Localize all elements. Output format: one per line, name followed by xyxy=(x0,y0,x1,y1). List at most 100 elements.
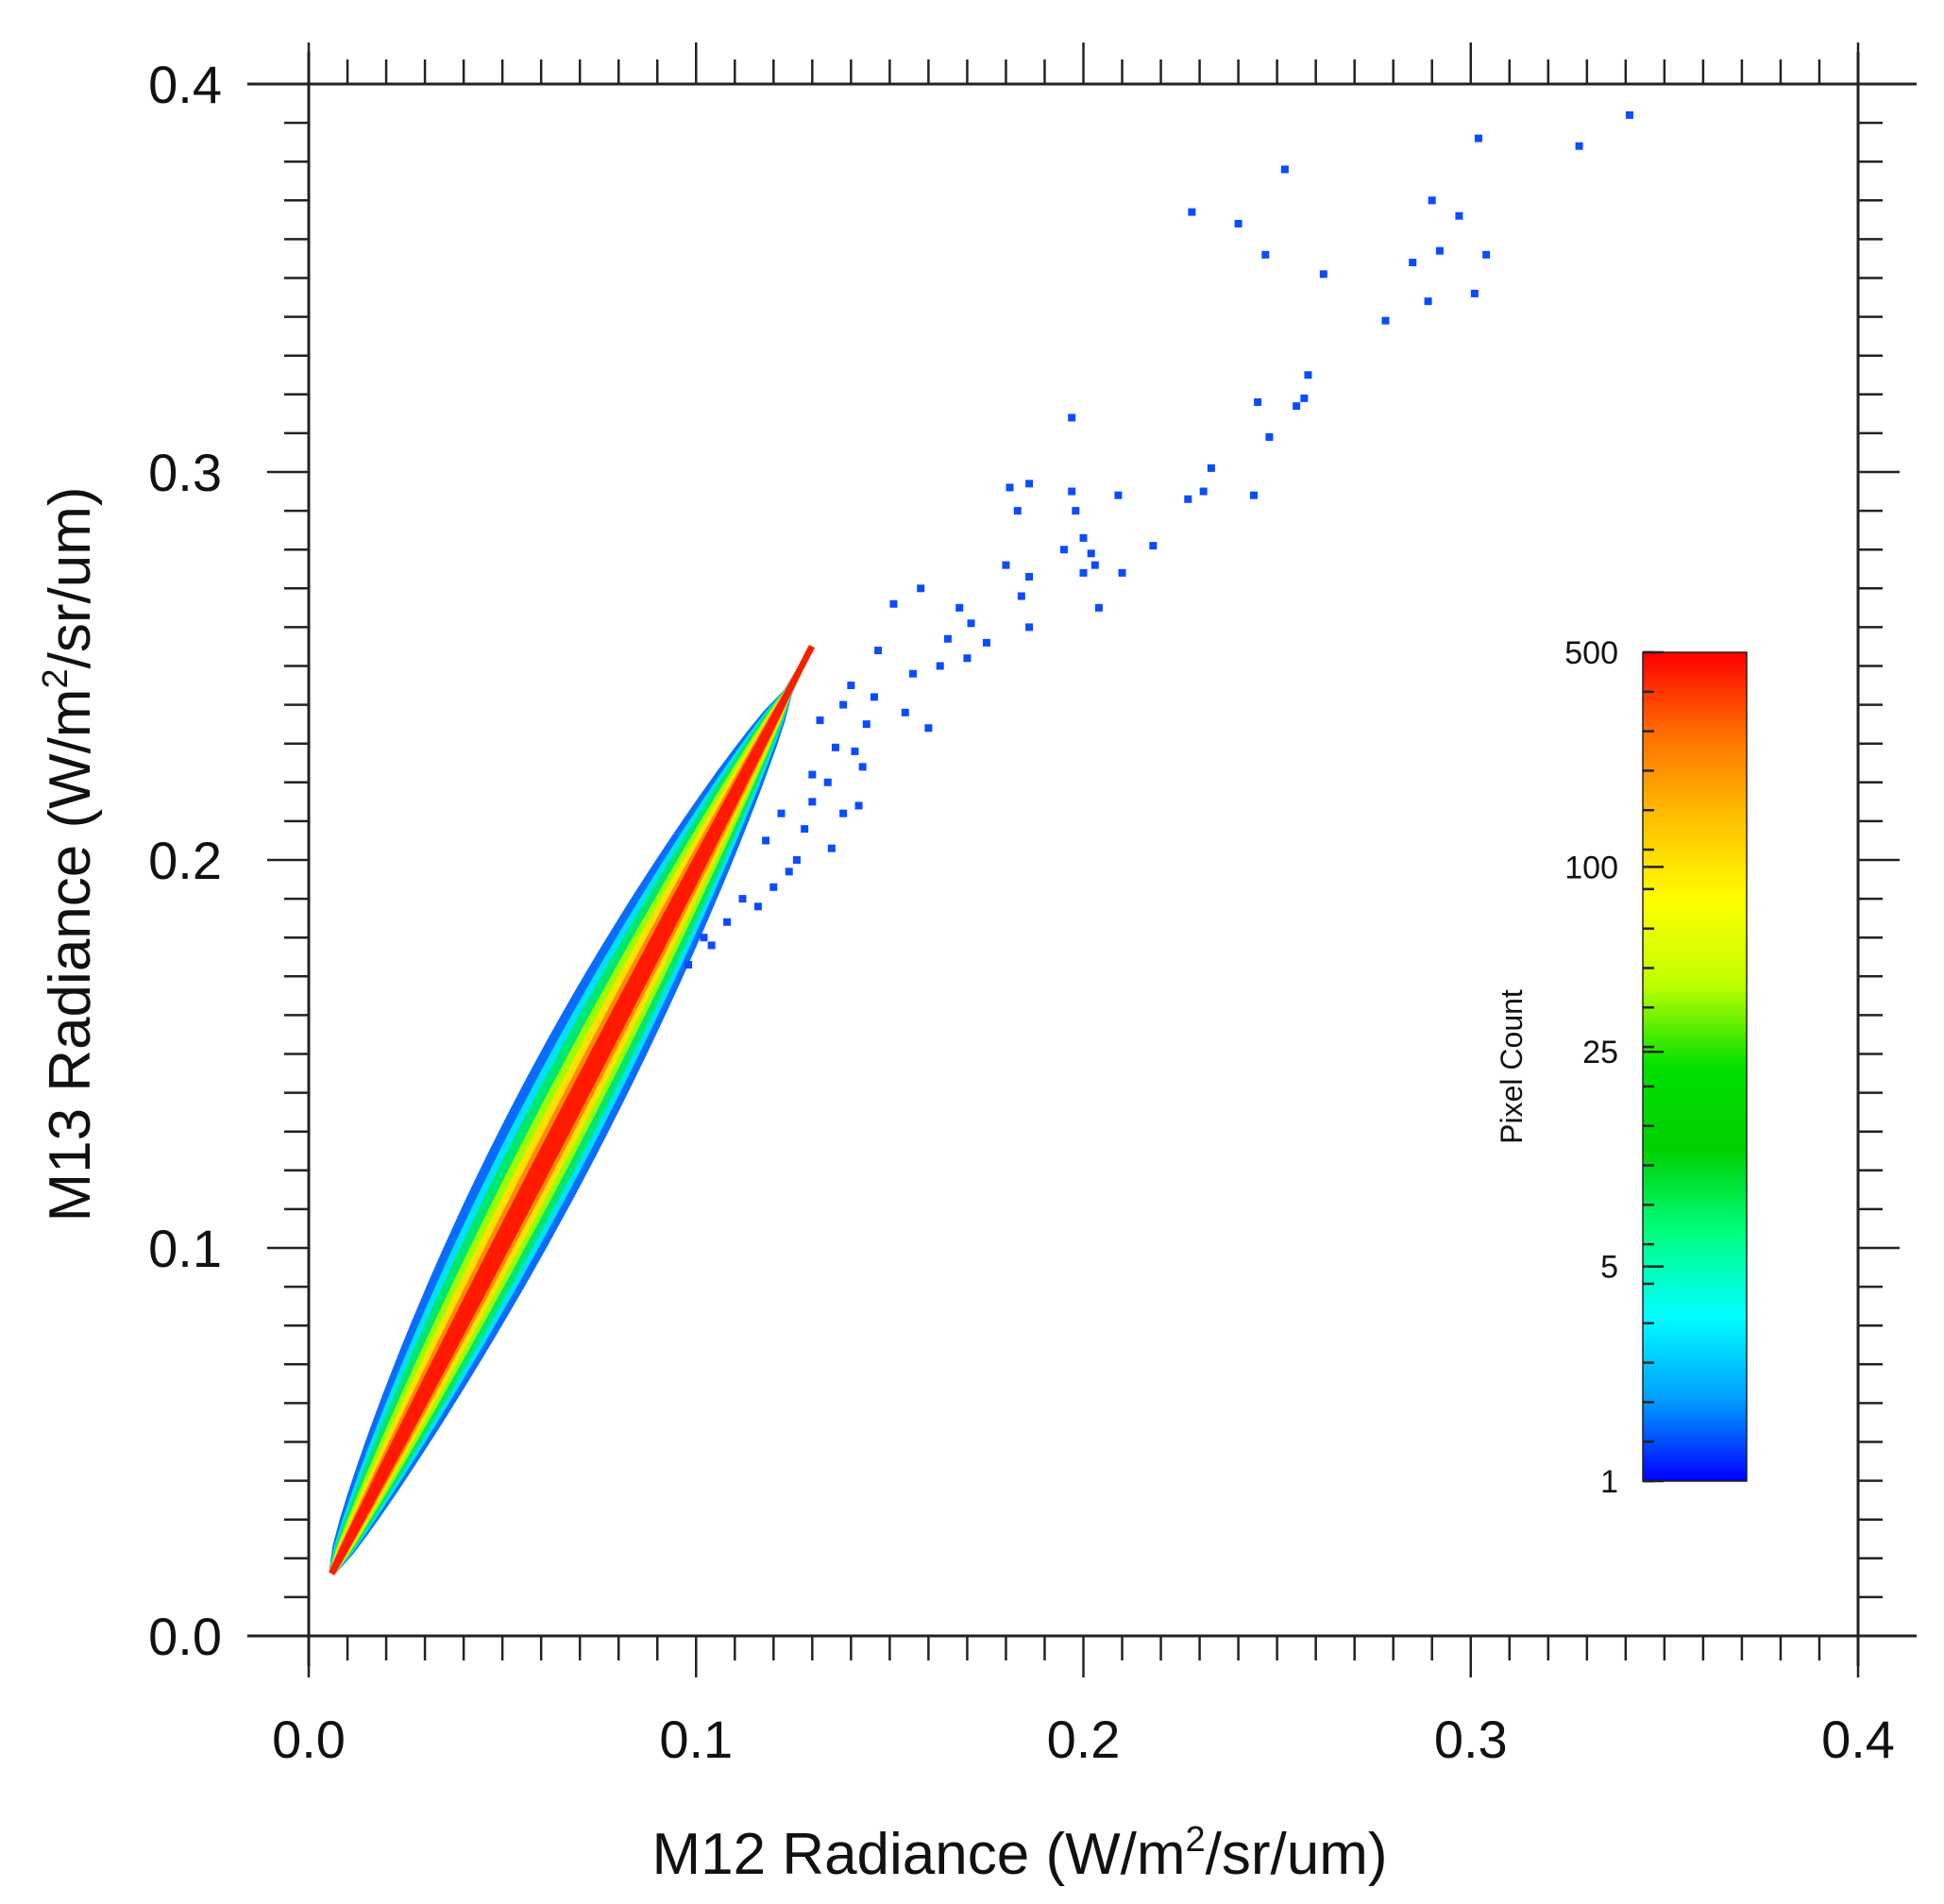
data-point xyxy=(1470,289,1479,297)
data-point xyxy=(1455,211,1463,220)
data-point xyxy=(785,868,793,876)
data-point xyxy=(738,895,747,903)
data-point xyxy=(753,902,762,911)
x-tick-label: 0.1 xyxy=(659,1710,733,1769)
data-point xyxy=(1381,316,1390,325)
colorbar-ticks xyxy=(1642,650,1748,1483)
data-point xyxy=(1280,165,1289,174)
data-point xyxy=(762,836,770,845)
axis-ticks xyxy=(267,42,1900,1677)
data-point xyxy=(1118,568,1126,577)
data-point xyxy=(1293,402,1301,411)
data-point xyxy=(1079,568,1088,577)
data-point xyxy=(723,918,732,926)
data-point xyxy=(1409,259,1417,267)
colorbar-tick-label: 5 xyxy=(1600,1250,1618,1286)
data-point xyxy=(769,883,778,891)
y-tick-label: 0.4 xyxy=(148,55,222,114)
y-tick-labels: 0.0 0.1 0.2 0.3 0.4 xyxy=(148,55,222,1666)
y-tick-label: 0.2 xyxy=(148,831,222,890)
data-point xyxy=(777,809,786,817)
data-point xyxy=(1319,270,1327,278)
data-point xyxy=(1188,208,1196,216)
colorbar-border xyxy=(1642,651,1748,1482)
data-point xyxy=(1261,250,1270,259)
colorbar: 500 100 25 5 1 Pixel Count xyxy=(1495,635,1748,1500)
data-point xyxy=(1072,507,1080,515)
data-point xyxy=(1300,394,1309,402)
data-point xyxy=(1025,572,1034,581)
y-tick-label: 0.3 xyxy=(148,443,222,502)
data-point xyxy=(854,801,863,810)
data-point xyxy=(1265,433,1274,442)
colorbar-tick-label: 500 xyxy=(1564,635,1618,671)
data-point xyxy=(1234,219,1242,227)
data-point xyxy=(963,654,972,663)
data-point xyxy=(1006,483,1014,492)
data-point xyxy=(1482,250,1491,259)
data-point xyxy=(816,716,824,725)
colorbar-tick-label: 25 xyxy=(1582,1035,1618,1070)
x-tick-label: 0.2 xyxy=(1047,1710,1121,1769)
colorbar-gradient xyxy=(1643,652,1747,1481)
data-point xyxy=(1254,398,1262,407)
data-point xyxy=(943,634,952,643)
data-point xyxy=(1013,507,1022,515)
data-point xyxy=(982,638,990,647)
data-point xyxy=(1017,592,1025,600)
x-axis-title: M12 Radiance (W/m2/sr/um) xyxy=(651,1820,1387,1887)
data-point xyxy=(707,941,716,950)
data-point xyxy=(1025,623,1034,632)
data-point xyxy=(1068,413,1076,422)
data-point xyxy=(1087,549,1095,558)
data-point xyxy=(1059,546,1068,554)
data-point xyxy=(801,825,809,834)
data-point xyxy=(901,708,909,716)
density-band xyxy=(329,645,815,1575)
data-point xyxy=(831,743,839,751)
data-point xyxy=(1094,603,1103,612)
colorbar-tick-label: 1 xyxy=(1600,1464,1618,1500)
y-tick-label: 0.1 xyxy=(148,1219,222,1278)
data-point xyxy=(1474,134,1482,143)
data-point xyxy=(823,778,832,786)
data-point xyxy=(858,763,867,771)
data-point xyxy=(936,662,944,670)
x-tick-label: 0.4 xyxy=(1821,1710,1895,1769)
data-point xyxy=(1428,196,1436,205)
data-point xyxy=(889,599,898,608)
data-point xyxy=(827,844,836,852)
data-point xyxy=(1090,561,1099,569)
density-layer xyxy=(329,645,815,1575)
data-point xyxy=(862,720,871,729)
data-point xyxy=(700,934,708,942)
data-point xyxy=(1575,142,1583,150)
colorbar-title: Pixel Count xyxy=(1495,989,1529,1144)
data-point xyxy=(1184,495,1192,503)
data-point xyxy=(1068,487,1076,496)
colorbar-tick-label: 100 xyxy=(1564,850,1618,885)
data-point xyxy=(908,669,917,678)
data-point xyxy=(839,700,848,709)
x-tick-label: 0.3 xyxy=(1434,1710,1508,1769)
data-point xyxy=(1424,297,1432,306)
data-point xyxy=(1207,463,1215,472)
y-tick-label: 0.0 xyxy=(148,1607,222,1666)
data-point xyxy=(1149,542,1158,550)
data-point xyxy=(1002,561,1010,569)
data-point xyxy=(917,584,925,593)
data-point xyxy=(955,603,964,612)
data-point xyxy=(870,693,878,701)
data-point xyxy=(839,809,848,817)
data-point xyxy=(1199,487,1208,496)
data-point xyxy=(792,856,801,864)
data-point xyxy=(1250,491,1259,499)
data-point xyxy=(808,770,817,779)
data-point xyxy=(874,647,883,655)
data-point xyxy=(685,960,693,969)
data-point xyxy=(847,682,855,690)
data-point xyxy=(1079,533,1088,542)
data-point xyxy=(1625,110,1633,119)
data-point xyxy=(1435,246,1444,255)
